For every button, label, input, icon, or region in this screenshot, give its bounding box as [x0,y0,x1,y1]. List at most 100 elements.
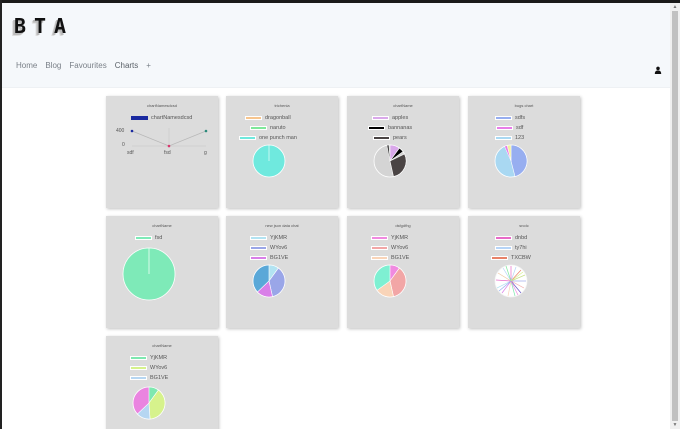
legend-item[interactable]: one punch man [239,135,297,141]
chart-card[interactable]: trichenia dragonball naruto one punch ma… [226,96,338,208]
legend-label: sdf [516,125,524,131]
legend-label: fsd [155,235,163,241]
site-logo[interactable]: B T A [14,15,68,37]
legend-item[interactable]: WYov6 [371,245,408,251]
chart-title: trichenia [274,103,290,108]
legend-item[interactable]: WYov6 [130,365,167,371]
user-icon[interactable] [654,66,662,74]
chart-card[interactable]: srcdc dnbd ty7hi TXCBW [468,216,580,328]
legend-item[interactable]: chartNamesdcsd [131,115,192,121]
pie-chart [373,144,407,178]
legend-item[interactable]: BG1VE [371,255,409,261]
chart-title: bugs chart [514,103,534,108]
legend-swatch [495,246,512,250]
legend-swatch [245,116,262,120]
chart-card[interactable]: dsfgdfhg YjKMR WYov6 BG1VE [347,216,459,328]
legend-label: WYov6 [150,365,168,371]
legend-label: one punch man [259,135,297,141]
logo-letter: A [54,14,67,38]
legend-swatch [250,246,267,250]
legend-item[interactable]: dragonball [245,115,291,121]
nav-home[interactable]: Home [16,61,38,70]
scrollbar-thumb[interactable] [672,11,678,421]
legend-item[interactable]: YjKMR [130,355,167,361]
chart-card[interactable]: new json data chat YjKMR WYov6 BG1VE [226,216,338,328]
logo-letter: B [14,14,27,38]
pie-chart [494,144,528,178]
legend-swatch [372,116,389,120]
pie-chart [494,264,528,298]
legend-item[interactable]: BG1VE [250,255,288,261]
scroll-down-icon[interactable]: ▼ [672,422,678,428]
x-tick: g [204,150,207,156]
chart-card[interactable]: chartNamesdcsd chartNamesdcsd 400 0 sdf … [106,96,218,208]
legend-item[interactable]: 123 [495,135,524,141]
x-tick: fsd [164,150,171,156]
nav-add-button[interactable]: + [146,61,151,70]
legend-swatch [250,126,267,130]
chart-title: srcdc [519,223,529,228]
legend-item[interactable]: BG1VE [130,375,168,381]
chart-title: chartName [152,343,172,348]
legend-label: BG1VE [270,255,289,261]
legend-label: YjKMR [150,355,168,361]
chart-title: chartName [152,223,172,228]
legend-label: bannanas [388,125,413,131]
y-tick: 400 [116,128,125,134]
y-tick: 0 [122,142,125,148]
chart-card[interactable]: bugs chart sdfs sdf 123 [468,96,580,208]
browser-top-edge [0,0,680,3]
x-tick: sdf [127,150,134,156]
legend-label: YjKMR [270,235,288,241]
legend-item[interactable]: ty7hi [495,245,527,251]
legend-swatch [250,236,267,240]
chart-title: dsfgdfhg [395,223,411,228]
pie-chart [132,386,166,420]
legend-swatch [371,236,388,240]
legend-swatch [491,256,508,260]
legend-label: YjKMR [391,235,409,241]
chart-title: new json data chat [265,223,299,228]
legend-swatch [496,126,513,130]
chart-card[interactable]: chartName fsd [106,216,218,328]
legend-item[interactable]: YjKMR [250,235,287,241]
nav-blog[interactable]: Blog [45,61,62,70]
legend-item[interactable]: pears [373,135,407,141]
legend-label: 123 [515,135,525,141]
legend-item[interactable]: YjKMR [371,235,408,241]
legend-swatch [130,356,147,360]
legend-item[interactable]: dnbd [495,235,527,241]
page-scrollbar[interactable]: ▲ ▼ [670,3,680,429]
legend-swatch [130,376,147,380]
legend-swatch [495,136,512,140]
legend-swatch [495,116,512,120]
legend-label: dragonball [265,115,291,121]
chart-title: chartName [393,103,413,108]
legend-label: dnbd [515,235,528,241]
legend-item[interactable]: sdf [496,125,523,131]
legend-swatch [371,256,388,260]
legend-swatch [131,116,148,120]
main-nav: Home Blog Favourites Charts + [16,61,151,70]
legend-item[interactable]: naruto [250,125,286,131]
legend-swatch [135,236,152,240]
window-left-edge [0,0,2,429]
chart-card[interactable]: chartName YjKMR WYov6 BG1VE [106,336,218,429]
legend-item[interactable]: TXCBW [491,255,531,261]
legend-swatch [368,126,385,130]
legend-item[interactable]: bannanas [368,125,412,131]
legend-swatch [373,136,390,140]
legend-label: apples [392,115,409,121]
legend-label: WYov6 [270,245,288,251]
chart-card[interactable]: chartName apples bannanas pears [347,96,459,208]
legend-item[interactable]: WYov6 [250,245,287,251]
nav-favourites[interactable]: Favourites [69,61,107,70]
site-header: B T A Home Blog Favourites Charts + [2,3,670,88]
scroll-up-icon[interactable]: ▲ [672,4,678,10]
legend-item[interactable]: sdfs [495,115,525,121]
line-chart [130,128,208,148]
legend-item[interactable]: apples [372,115,408,121]
pie-chart [122,247,176,301]
nav-charts[interactable]: Charts [114,61,139,70]
legend-item[interactable]: fsd [135,235,162,241]
